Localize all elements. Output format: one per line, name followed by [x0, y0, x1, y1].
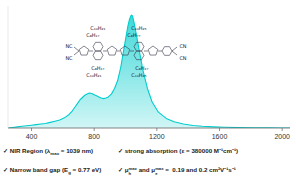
note-text: ✓ μ: [118, 166, 129, 173]
page: {"chart_data": {"type": "area", "x": [25…: [0, 0, 296, 189]
note-text: ✓ Narrow band gap (E: [3, 166, 68, 173]
structure-label: C₈H₁₇: [135, 65, 148, 71]
structure-label: NC: [65, 55, 73, 61]
note-text: = 1039 nm): [59, 147, 93, 154]
note-sup: max: [129, 167, 137, 171]
structure-bond: [74, 47, 79, 51]
x-tick-label: 1600: [212, 133, 228, 140]
note-text: ✓ strong absorption (ε = 380000 M⁻¹cm⁻¹): [118, 147, 238, 154]
note-script-stack: maxe: [155, 167, 163, 176]
x-tick: [94, 128, 95, 131]
chart: 400800120016002000NCNCC₁₀H₂₁C₈H₁₇C₈H₁₇C₁…: [0, 0, 296, 143]
note-sub: h: [129, 172, 137, 176]
structure-ring: [79, 46, 89, 55]
note-text: and μ: [137, 166, 155, 173]
structure-label: C₈H₁₇: [91, 65, 104, 71]
structure-label: C₁₀H₂₁: [90, 25, 105, 31]
structure-ring: [93, 51, 103, 60]
note-script-stack: maxh: [129, 167, 137, 176]
structure-ring: [148, 46, 158, 55]
structure: [74, 42, 177, 59]
structure-label: C₈H₇₇: [127, 32, 140, 38]
note: ✓ Narrow band gap (Eg = 0.77 eV): [3, 167, 101, 175]
structure-ring: [107, 46, 117, 55]
structure-bond: [74, 51, 79, 55]
structure-bond: [172, 51, 177, 55]
y-axis: [8, 6, 9, 128]
note-sup: max: [155, 167, 163, 171]
note-text: ✓ NIR Region (λ: [3, 147, 50, 154]
x-tick-label: 1200: [149, 133, 165, 140]
note: ✓ strong absorption (ε = 380000 M⁻¹cm⁻¹): [118, 148, 238, 154]
structure-label: NC: [65, 43, 73, 49]
structure-label: C₁₀H₂₅: [131, 25, 146, 31]
spectrum-line: [8, 15, 290, 128]
note-sub: g: [68, 170, 71, 175]
structure-bond: [89, 51, 93, 52]
structure-label: CN: [179, 55, 186, 61]
structure-ring: [120, 46, 130, 55]
note-sub: e: [155, 172, 163, 176]
structure-label: CN: [179, 43, 186, 49]
x-tick-label: 800: [88, 133, 100, 140]
x-tick-label: 400: [26, 133, 38, 140]
note: ✓ NIR Region (λmax = 1039 nm): [3, 148, 93, 156]
structure-ring: [134, 42, 144, 51]
plot-area: [8, 15, 290, 128]
structure-label: C₁₀H₂₁: [86, 72, 101, 78]
note-sub: max: [50, 151, 59, 156]
structure-bond: [172, 47, 177, 51]
structure-label: C₈H₁₇: [86, 32, 99, 38]
structure-bond: [117, 51, 120, 52]
structure-bond: [103, 51, 107, 52]
note-text: = 0.19 and 0.2 cm²V⁻¹s⁻¹: [164, 166, 236, 173]
x-tick-label: 2000: [274, 133, 290, 140]
structure-ring: [93, 42, 103, 51]
x-tick: [219, 128, 220, 131]
x-tick: [31, 128, 32, 131]
spectrum-area: [8, 15, 290, 128]
structure-ring: [134, 51, 144, 60]
note-text: = 0.77 eV): [71, 166, 101, 173]
x-axis: [8, 128, 290, 129]
x-tick: [282, 128, 283, 131]
structure-bond: [144, 51, 148, 52]
structure-ring: [162, 47, 172, 56]
x-tick: [156, 128, 157, 131]
structure-bond: [158, 51, 162, 52]
structure-label: C₁₀H₂₅: [131, 72, 146, 78]
structure-bond: [130, 51, 134, 52]
note: ✓ μmaxh and μmaxe = 0.19 and 0.2 cm²V⁻¹s…: [118, 167, 236, 176]
